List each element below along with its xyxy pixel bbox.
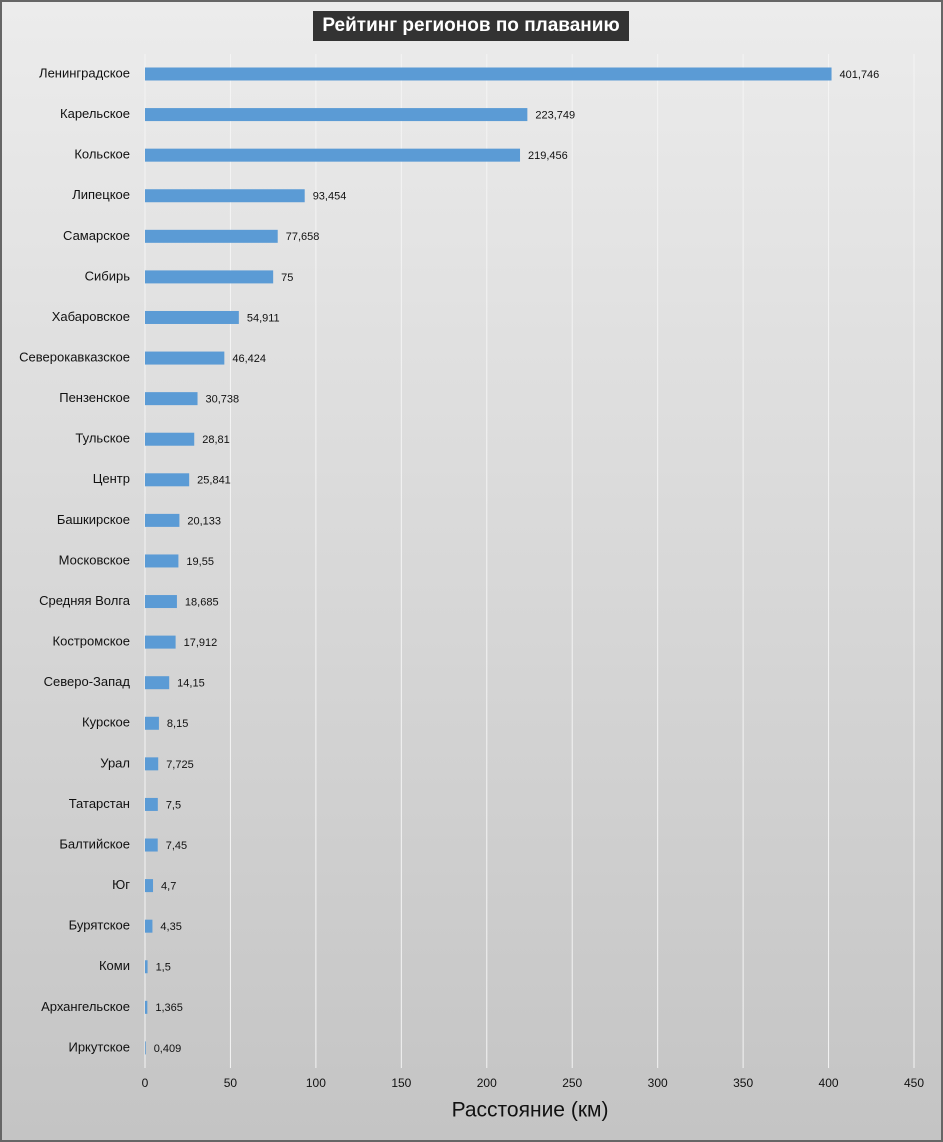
value-label: 30,738: [206, 394, 240, 406]
x-tick-label: 250: [562, 1076, 582, 1090]
value-label: 7,725: [166, 759, 194, 771]
x-tick-label: 300: [648, 1076, 668, 1090]
y-tick-label: Пензенское: [59, 390, 130, 405]
x-axis-title: Расстояние (км): [452, 1099, 609, 1122]
y-tick-label: Курское: [82, 715, 130, 730]
y-tick-label: Костромское: [53, 634, 130, 649]
value-label: 17,912: [184, 637, 218, 649]
x-tick-label: 150: [391, 1076, 411, 1090]
bar: [145, 229, 278, 243]
bar: [145, 392, 198, 406]
y-tick-label: Липецкое: [72, 187, 130, 202]
y-tick-label: Московское: [59, 552, 130, 567]
value-label: 28,81: [202, 434, 230, 446]
bar: [145, 838, 158, 852]
y-tick-label: Ленинградское: [39, 65, 130, 80]
bar: [145, 554, 179, 568]
bar: [145, 67, 832, 81]
bar: [145, 270, 274, 284]
value-label: 223,749: [535, 109, 575, 121]
value-label: 4,7: [161, 881, 176, 893]
title-box: [313, 11, 629, 41]
y-tick-label: Коми: [99, 958, 130, 973]
y-tick-label: Карельское: [60, 106, 130, 121]
x-tick-label: 100: [306, 1076, 326, 1090]
x-tick-label: 50: [224, 1076, 238, 1090]
bar: [145, 797, 158, 811]
value-label: 93,454: [313, 191, 347, 203]
x-tick-label: 0: [142, 1076, 149, 1090]
value-label: 8,15: [167, 718, 188, 730]
y-tick-label: Урал: [100, 755, 130, 770]
x-tick-label: 400: [819, 1076, 839, 1090]
y-tick-label: Бурятское: [69, 918, 130, 933]
value-label: 20,133: [187, 515, 221, 527]
bar: [145, 473, 190, 487]
y-tick-label: Юг: [112, 877, 130, 892]
value-label: 7,45: [166, 840, 187, 852]
bar: [145, 1041, 146, 1055]
y-tick-label: Балтийское: [59, 836, 130, 851]
x-tick-label: 350: [733, 1076, 753, 1090]
y-tick-label: Центр: [93, 471, 130, 486]
value-label: 46,424: [232, 353, 266, 365]
value-label: 0,409: [154, 1043, 182, 1055]
value-label: 77,658: [286, 231, 320, 243]
bar: [145, 595, 177, 609]
y-tick-label: Татарстан: [69, 796, 130, 811]
bar: [145, 919, 153, 933]
bar: [145, 310, 239, 324]
bar: [145, 960, 148, 974]
bar: [145, 351, 225, 365]
value-label: 19,55: [186, 556, 214, 568]
bar: [145, 108, 528, 122]
y-tick-label: Архангельское: [41, 999, 130, 1014]
bar: [145, 513, 180, 527]
bar: [145, 148, 521, 162]
bar: [145, 757, 159, 771]
y-tick-label: Северокавказское: [19, 349, 130, 364]
bar: [145, 1000, 148, 1014]
value-label: 7,5: [166, 799, 181, 811]
y-tick-label: Башкирское: [57, 512, 130, 527]
bar: [145, 432, 195, 446]
y-tick-label: Иркутское: [68, 1039, 130, 1054]
bar: [145, 189, 305, 203]
y-tick-label: Сибирь: [85, 268, 131, 283]
value-label: 4,35: [160, 921, 181, 933]
chart-title: Рейтинг регионов по плаванию: [322, 15, 619, 36]
value-label: 18,685: [185, 596, 219, 608]
x-tick-label: 450: [904, 1076, 924, 1090]
value-label: 54,911: [247, 312, 280, 324]
bar: [145, 676, 170, 690]
value-label: 1,365: [155, 1002, 183, 1014]
value-label: 14,15: [177, 678, 205, 690]
y-tick-label: Северо-Запад: [44, 674, 131, 689]
value-label: 219,456: [528, 150, 568, 162]
value-label: 75: [281, 272, 293, 284]
y-tick-label: Тульское: [75, 431, 130, 446]
y-tick-label: Средняя Волга: [39, 593, 131, 608]
bar: [145, 716, 159, 730]
bar: [145, 879, 154, 893]
y-tick-label: Хабаровское: [52, 309, 130, 324]
y-tick-label: Кольское: [74, 147, 130, 162]
bar: [145, 635, 176, 649]
x-tick-label: 200: [477, 1076, 497, 1090]
value-label: 1,5: [156, 962, 171, 974]
value-label: 401,746: [840, 69, 880, 81]
value-label: 25,841: [197, 475, 231, 487]
y-tick-label: Самарское: [63, 228, 130, 243]
